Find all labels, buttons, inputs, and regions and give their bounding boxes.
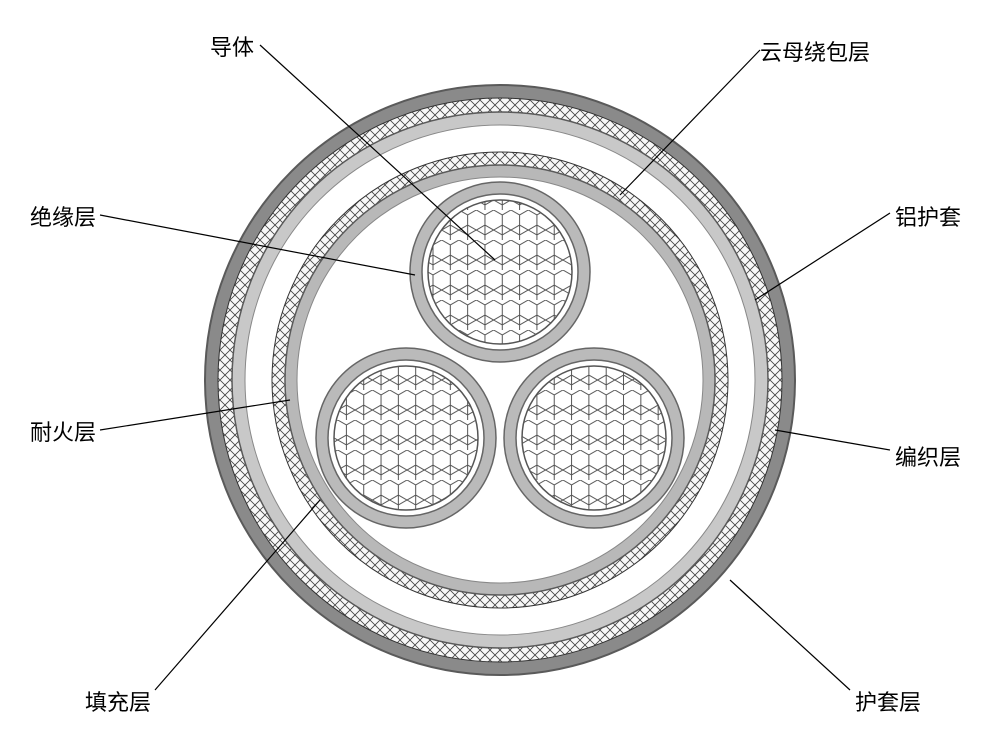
conductor-1: [316, 348, 496, 528]
conductor-0: [410, 182, 590, 362]
conductor-2: [504, 348, 684, 528]
filler-leader: [155, 500, 320, 690]
conductor-label: 导体: [210, 30, 254, 62]
sheath-leader: [730, 580, 850, 690]
aluminum-label: 铝护套: [895, 200, 961, 232]
sheath-label: 护套层: [855, 685, 921, 717]
braid-label: 编织层: [895, 440, 961, 472]
filler-label: 填充层: [85, 685, 151, 717]
mica-label: 云母绕包层: [760, 35, 870, 67]
insulation-label: 绝缘层: [30, 200, 96, 232]
cable-diagram: 导体绝缘层耐火层填充层 云母绕包层铝护套编织层护套层: [0, 0, 1000, 737]
braid-leader: [775, 430, 890, 450]
cable-svg: [0, 0, 1000, 737]
aluminum-leader: [755, 213, 890, 300]
fire-resistant-label: 耐火层: [30, 415, 96, 447]
